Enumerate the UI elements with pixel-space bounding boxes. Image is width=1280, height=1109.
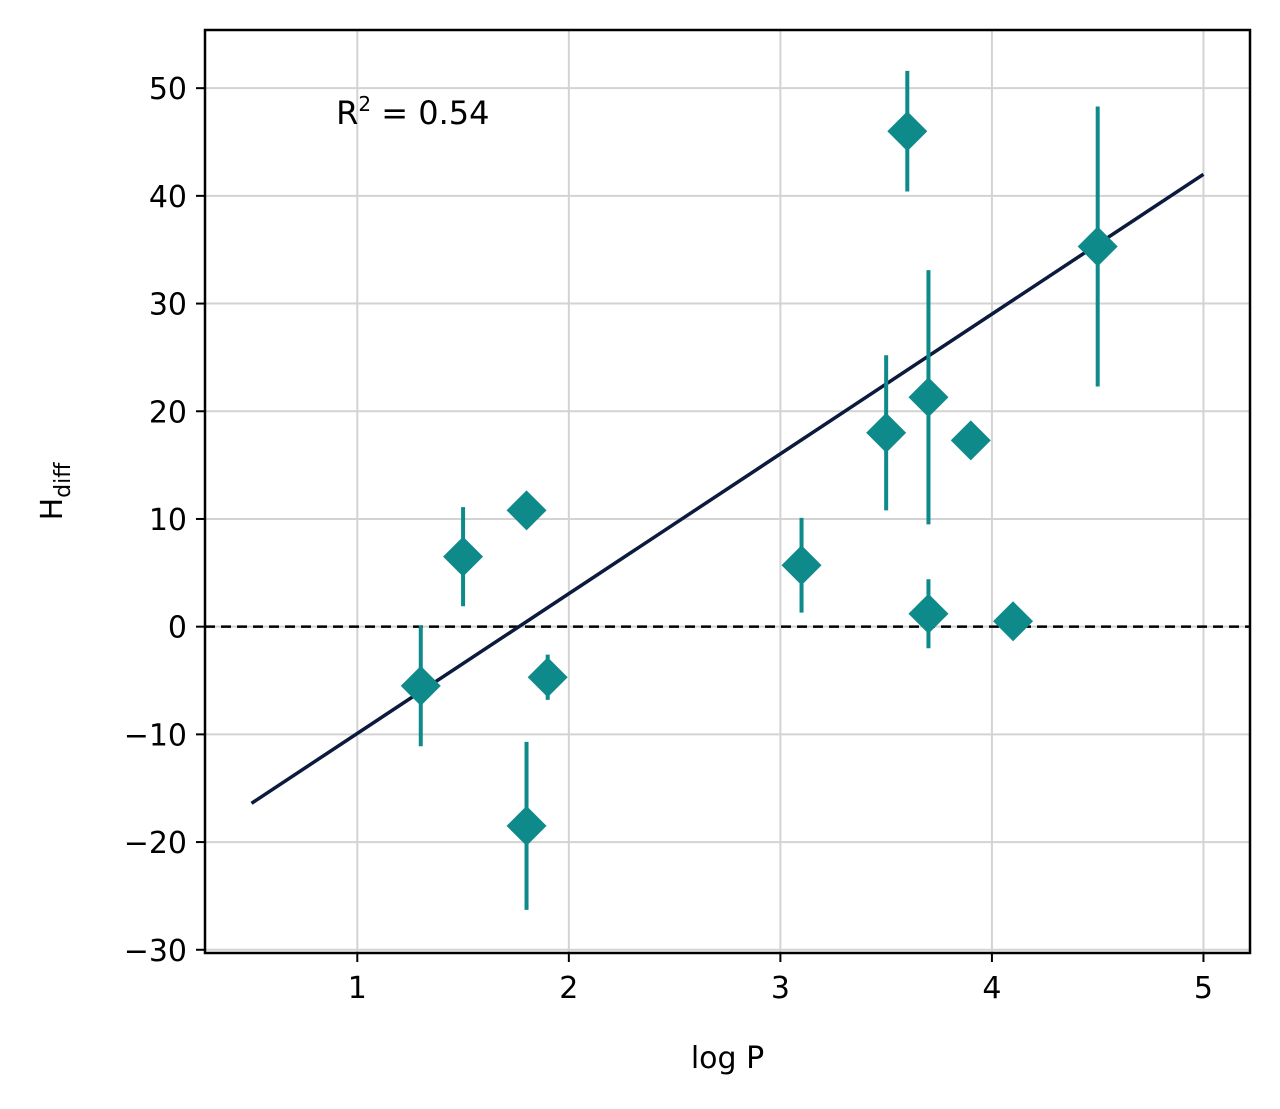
- y-tick-label: −30: [124, 934, 187, 969]
- data-points: [400, 70, 1118, 910]
- y-tick-label: 10: [149, 503, 187, 538]
- data-point-marker: [908, 377, 949, 418]
- data-point-marker: [527, 657, 568, 698]
- data-point-marker: [866, 412, 907, 453]
- y-tick-label: 0: [168, 611, 187, 646]
- r-squared-sup: 2: [358, 92, 371, 116]
- r-squared-main: R: [336, 94, 358, 132]
- data-point-marker: [908, 593, 949, 634]
- data-point-marker: [1077, 226, 1118, 267]
- x-tick-label: 5: [1194, 971, 1213, 1006]
- plot-frame: [203, 28, 1252, 955]
- y-axis-label-main: H: [35, 498, 70, 521]
- fit-line: [250, 172, 1205, 805]
- data-point-marker: [400, 665, 441, 706]
- y-axis-label-sub: diff: [51, 462, 76, 498]
- r-squared-value: = 0.54: [371, 94, 489, 132]
- y-tick-label: 50: [149, 72, 187, 107]
- data-point-marker: [950, 420, 991, 461]
- data-point-marker: [781, 545, 822, 586]
- y-tick-label: −20: [124, 826, 187, 861]
- fit-line-group: [250, 172, 1205, 805]
- y-tick-label: 40: [149, 180, 187, 215]
- data-point-marker: [887, 111, 928, 152]
- y-axis-label: Hdiff: [35, 462, 76, 521]
- axis-ticks: 1 2 3 4 5 −30 −20 −10 0 10 20 30 40 50: [124, 72, 1213, 1006]
- x-tick-label: 1: [348, 971, 367, 1006]
- data-point-marker: [506, 805, 547, 846]
- x-tick-label: 4: [982, 971, 1001, 1006]
- y-tick-label: −10: [124, 718, 187, 753]
- y-tick-label: 30: [149, 288, 187, 323]
- data-point-marker: [443, 536, 484, 577]
- grid: [205, 30, 1250, 953]
- y-tick-label: 20: [149, 395, 187, 430]
- x-tick-label: 2: [559, 971, 578, 1006]
- data-point-marker: [993, 601, 1034, 642]
- x-tick-label: 3: [771, 971, 790, 1006]
- r-squared-annotation: R2 = 0.54: [336, 92, 489, 132]
- data-point-marker: [506, 490, 547, 531]
- x-axis-label: log P: [691, 1041, 764, 1076]
